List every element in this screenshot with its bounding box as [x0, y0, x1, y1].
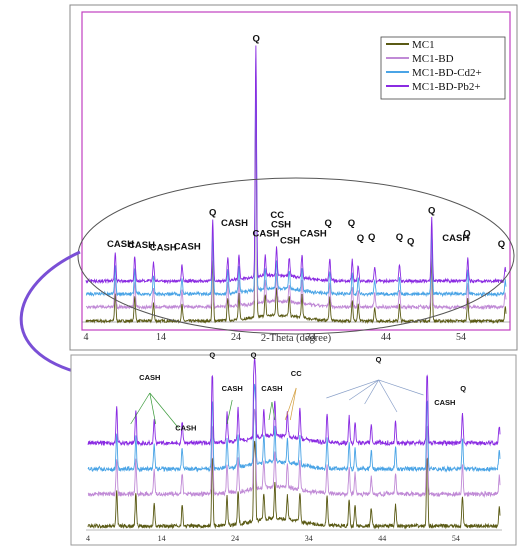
x-tick-label: 24: [231, 534, 239, 543]
leader-line: [149, 392, 179, 429]
bottom-annotation-group: CASH CASH Q CASH Q CASH CC Q CASH Q: [139, 351, 466, 433]
legend-label-2: MC1-BD-Cd2+: [412, 67, 482, 79]
x-tick-label: 44: [381, 332, 391, 343]
peak-label-q: Q: [396, 232, 403, 243]
legend-entry-1: MC1-BD: [386, 53, 454, 65]
leader-line: [378, 379, 424, 396]
top-series-group: [85, 45, 507, 325]
peak-label-cash: CASH: [261, 384, 282, 393]
top-tick-group: 4 14 24 34 44 54: [84, 332, 467, 343]
zoom-highlight-ellipse: [77, 177, 515, 335]
peak-label-cash: CASH: [221, 218, 248, 229]
peak-label-cash: CASH: [253, 229, 280, 240]
peak-label-q: Q: [463, 229, 470, 240]
leader-line: [271, 401, 276, 421]
peak-label-cash: CASH: [107, 239, 134, 250]
bottom-tick-group: 4 14 24 34 44 54: [86, 534, 460, 543]
peak-label-q: Q: [348, 218, 355, 229]
legend-label-1: MC1-BD: [412, 53, 454, 65]
peak-label-cash: CASH: [434, 398, 455, 407]
series-line-mc1: [85, 84, 507, 325]
peak-label-csh: CSH: [271, 219, 291, 230]
x-tick-label: 44: [378, 534, 386, 543]
peak-label-q: Q: [376, 355, 382, 364]
legend-entry-3: MC1-BD-Pb2+: [386, 81, 481, 93]
peak-label-q: Q: [209, 351, 215, 360]
top-x-axis-label: 2-Theta (degree): [261, 333, 332, 344]
series-line-mc1-bd-pb2-: [87, 357, 501, 447]
x-tick-label: 4: [84, 332, 89, 343]
peak-label-cash: CASH: [175, 423, 196, 432]
leader-line: [378, 379, 398, 413]
leader-line: [268, 401, 273, 421]
peak-label-q: Q: [209, 208, 216, 219]
x-tick-label: 14: [158, 534, 166, 543]
bottom-zoomed-xrd-chart: CASH CASH Q CASH Q CASH CC Q CASH Q 4 14 24 34 44 54: [70, 351, 517, 546]
series-line-mc1-bd-cd2-: [85, 58, 507, 298]
x-tick-label: 14: [156, 332, 166, 343]
peak-label-q: Q: [357, 233, 364, 244]
legend-box: [380, 36, 506, 100]
peak-label-cash: CASH: [222, 384, 243, 393]
leader-line: [348, 379, 379, 401]
bottom-leader-lines: [130, 379, 424, 429]
peak-label-cash: CASH: [174, 241, 201, 252]
leader-line: [130, 392, 151, 425]
leader-line: [226, 399, 233, 425]
leader-line: [149, 392, 157, 425]
peak-label-q: Q: [325, 218, 332, 229]
peak-label-q: Q: [498, 239, 505, 250]
peak-label-q: Q: [368, 232, 375, 243]
peak-label-cash: CASH: [442, 233, 469, 244]
peak-label-q: Q: [251, 351, 257, 360]
peak-label-q: Q: [407, 237, 414, 248]
peak-label-cc: CC: [291, 369, 302, 378]
legend-entry-0: MC1: [386, 39, 435, 51]
bottom-chart-frame: [70, 354, 517, 546]
x-tick-label: 54: [456, 332, 466, 343]
series-line-mc1-bd-pb2-: [85, 45, 507, 285]
x-tick-label: 24: [231, 332, 241, 343]
x-tick-label: 34: [306, 332, 316, 343]
peak-label-q: Q: [253, 34, 260, 45]
leader-line: [326, 379, 379, 399]
series-line-mc1-bd: [85, 71, 507, 311]
peak-label-q: Q: [428, 205, 435, 216]
legend-entry-2: MC1-BD-Cd2+: [386, 67, 482, 79]
legend: MC1 MC1-BD MC1-BD-Cd2+ MC1-BD-Pb2+: [380, 36, 506, 100]
series-line-mc1: [87, 440, 501, 530]
legend-label-0: MC1: [412, 39, 435, 51]
series-line-mc1-bd: [87, 408, 501, 499]
peak-label-q: Q: [460, 384, 466, 393]
leader-line: [364, 379, 379, 405]
x-tick-label: 54: [452, 534, 460, 543]
peak-label-cash: CASH: [139, 373, 160, 382]
peak-label-cash: CASH: [300, 229, 327, 240]
series-line-mc1-bd-cd2-: [87, 383, 501, 473]
leader-line: [289, 387, 297, 421]
legend-label-3: MC1-BD-Pb2+: [412, 81, 481, 93]
peak-label-csh: CSH: [280, 236, 300, 247]
x-tick-label: 4: [86, 534, 90, 543]
peak-label-cc: CC: [270, 210, 284, 221]
zoom-connector-arrow: [19, 250, 85, 376]
top-chart-plot-area: [81, 11, 511, 331]
x-tick-label: 34: [305, 534, 313, 543]
leader-line: [284, 387, 297, 421]
bottom-series-group: [87, 357, 501, 530]
peak-label-cash: CASH: [150, 243, 177, 254]
peak-label-cash: CASH: [128, 240, 155, 251]
